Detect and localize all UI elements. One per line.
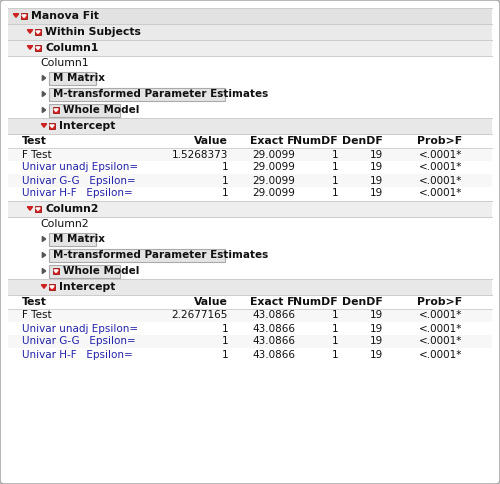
FancyBboxPatch shape [8, 174, 492, 187]
FancyBboxPatch shape [35, 45, 41, 51]
Polygon shape [42, 253, 45, 257]
Text: <.0001*: <.0001* [418, 311, 462, 320]
Polygon shape [42, 285, 46, 288]
Text: DenDF: DenDF [342, 297, 383, 307]
Text: 1: 1 [222, 188, 228, 198]
Text: 43.0866: 43.0866 [252, 323, 295, 333]
Text: Intercept: Intercept [59, 121, 116, 131]
FancyBboxPatch shape [53, 268, 59, 274]
FancyBboxPatch shape [8, 24, 492, 40]
Text: <.0001*: <.0001* [418, 323, 462, 333]
Text: 1: 1 [222, 323, 228, 333]
FancyBboxPatch shape [49, 88, 225, 101]
FancyBboxPatch shape [8, 322, 492, 335]
FancyBboxPatch shape [35, 29, 41, 35]
Text: 19: 19 [370, 150, 383, 160]
FancyBboxPatch shape [49, 284, 55, 290]
FancyBboxPatch shape [8, 279, 492, 295]
Text: 19: 19 [370, 176, 383, 185]
Text: NumDF: NumDF [294, 136, 338, 146]
Text: <.0001*: <.0001* [418, 150, 462, 160]
FancyBboxPatch shape [49, 264, 120, 277]
Text: 43.0866: 43.0866 [252, 336, 295, 347]
Text: 19: 19 [370, 311, 383, 320]
FancyBboxPatch shape [8, 148, 492, 161]
Text: Column2: Column2 [45, 204, 98, 214]
Polygon shape [36, 31, 40, 33]
Text: Intercept: Intercept [59, 282, 116, 292]
Text: Univar H-F   Epsilon=: Univar H-F Epsilon= [22, 188, 133, 198]
Text: M-transformed Parameter Estimates: M-transformed Parameter Estimates [53, 89, 268, 99]
Text: Univar H-F   Epsilon=: Univar H-F Epsilon= [22, 349, 133, 360]
Text: 2.2677165: 2.2677165 [172, 311, 228, 320]
Polygon shape [54, 109, 58, 111]
Text: F Test: F Test [22, 311, 52, 320]
Polygon shape [42, 91, 45, 96]
Text: 1: 1 [332, 349, 338, 360]
FancyBboxPatch shape [35, 206, 41, 212]
Text: DenDF: DenDF [342, 136, 383, 146]
Text: M Matrix: M Matrix [53, 73, 105, 83]
FancyBboxPatch shape [8, 40, 492, 56]
Text: 43.0866: 43.0866 [252, 349, 295, 360]
Polygon shape [50, 125, 54, 127]
Polygon shape [36, 208, 40, 211]
Text: 29.0099: 29.0099 [252, 188, 295, 198]
Text: Test: Test [22, 297, 47, 307]
Text: NumDF: NumDF [294, 297, 338, 307]
Text: F Test: F Test [22, 150, 52, 160]
Polygon shape [22, 15, 26, 17]
Text: <.0001*: <.0001* [418, 349, 462, 360]
Text: 1: 1 [222, 336, 228, 347]
Polygon shape [42, 269, 45, 273]
Text: 29.0099: 29.0099 [252, 150, 295, 160]
Text: 1: 1 [332, 336, 338, 347]
Text: Whole Model: Whole Model [63, 105, 140, 115]
Text: <.0001*: <.0001* [418, 188, 462, 198]
Text: <.0001*: <.0001* [418, 176, 462, 185]
Text: 1: 1 [222, 176, 228, 185]
Text: Univar G-G   Epsilon=: Univar G-G Epsilon= [22, 336, 136, 347]
Polygon shape [28, 207, 32, 211]
FancyBboxPatch shape [8, 348, 492, 361]
Text: 19: 19 [370, 323, 383, 333]
FancyBboxPatch shape [53, 107, 59, 113]
Text: Manova Fit: Manova Fit [31, 11, 99, 21]
Polygon shape [42, 107, 45, 112]
Text: Univar unadj Epsilon=: Univar unadj Epsilon= [22, 163, 138, 172]
Text: 1: 1 [332, 163, 338, 172]
Text: Whole Model: Whole Model [63, 266, 140, 276]
FancyBboxPatch shape [8, 187, 492, 200]
FancyBboxPatch shape [21, 13, 27, 19]
Text: Value: Value [194, 136, 228, 146]
FancyBboxPatch shape [8, 309, 492, 322]
Text: 1: 1 [332, 188, 338, 198]
Text: Within Subjects: Within Subjects [45, 27, 141, 37]
Text: 1: 1 [332, 311, 338, 320]
Polygon shape [54, 270, 58, 272]
Text: 19: 19 [370, 188, 383, 198]
Text: <.0001*: <.0001* [418, 163, 462, 172]
Text: Prob>F: Prob>F [417, 136, 462, 146]
Text: Value: Value [194, 297, 228, 307]
FancyBboxPatch shape [49, 248, 225, 261]
Text: 1: 1 [222, 349, 228, 360]
Text: 1: 1 [332, 150, 338, 160]
Polygon shape [42, 124, 46, 127]
Text: 29.0099: 29.0099 [252, 176, 295, 185]
Text: Column1: Column1 [45, 43, 98, 53]
Polygon shape [28, 45, 32, 49]
Text: M-transformed Parameter Estimates: M-transformed Parameter Estimates [53, 250, 268, 260]
Text: 19: 19 [370, 163, 383, 172]
Polygon shape [42, 76, 45, 80]
Text: 1: 1 [332, 323, 338, 333]
Polygon shape [28, 30, 32, 33]
Polygon shape [14, 14, 18, 17]
Text: 1: 1 [222, 163, 228, 172]
FancyBboxPatch shape [49, 232, 96, 245]
Text: 1.5268373: 1.5268373 [172, 150, 228, 160]
Text: Column1: Column1 [40, 58, 88, 68]
FancyBboxPatch shape [8, 161, 492, 174]
Text: Column2: Column2 [40, 219, 88, 229]
